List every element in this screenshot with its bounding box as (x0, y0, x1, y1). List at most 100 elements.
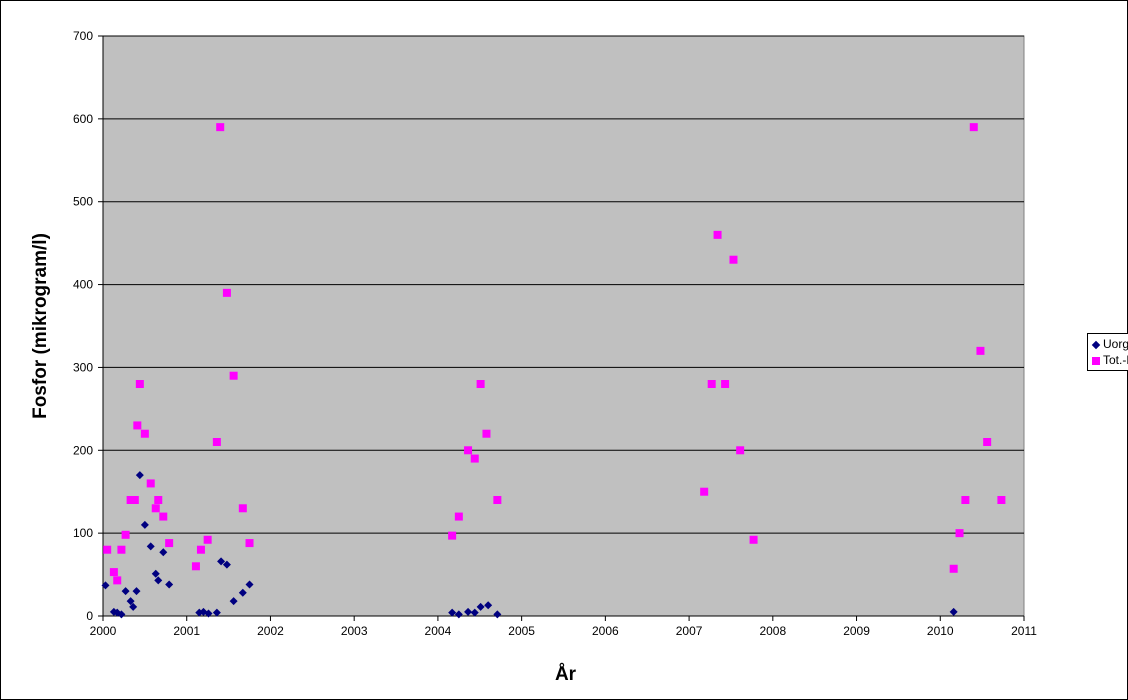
axes (102, 36, 1024, 617)
data-point-diamond (140, 520, 149, 529)
data-point-square (713, 230, 722, 239)
data-point-square (969, 123, 978, 132)
y-tick-label: 700 (73, 29, 93, 43)
x-tick-label: 2008 (759, 624, 786, 638)
data-point-square (729, 255, 738, 264)
data-point-square (117, 545, 126, 554)
data-point-square (121, 530, 130, 539)
x-tick-label: 2011 (1011, 624, 1037, 638)
y-tick-label: 0 (86, 609, 93, 623)
y-tick-label: 300 (73, 360, 93, 374)
y-tick-label: 200 (73, 443, 93, 457)
data-point-square (493, 496, 502, 504)
data-point-square (229, 371, 238, 380)
x-tick-label: 2003 (341, 624, 368, 638)
data-point-diamond (101, 581, 110, 590)
data-point-square (216, 123, 225, 132)
y-axis-title: Fosfor (mikrogram/l) (30, 233, 51, 419)
data-point-square (109, 568, 118, 577)
data-point-diamond (493, 610, 502, 619)
data-point-diamond (245, 580, 254, 589)
y-tick-label: 600 (73, 112, 93, 126)
data-point-square (103, 545, 112, 554)
data-point-diamond (448, 608, 457, 617)
data-point-diamond (217, 557, 226, 566)
x-tick-label: 2010 (927, 624, 954, 638)
data-point-square (983, 438, 992, 446)
x-axis-ticks: 2000 2001 2002 2003 2004 2005 2006 2007 2008 2009… (90, 616, 1037, 638)
data-point-diamond (129, 602, 138, 611)
data-point-square (222, 288, 231, 297)
data-point-square (133, 421, 142, 430)
data-point-diamond (117, 610, 126, 619)
data-point-square (454, 512, 463, 521)
data-point-diamond (154, 576, 163, 585)
legend-item-tot-p: Tot.-P (1092, 353, 1128, 367)
legend-label-uorg-p: Uorg. P (1103, 337, 1128, 351)
data-point-diamond (229, 597, 238, 606)
data-point-diamond (165, 580, 174, 589)
data-point-square (154, 496, 163, 504)
data-point-diamond (949, 607, 958, 616)
legend-item-uorg-p: Uorg. P (1091, 337, 1128, 351)
data-point-diamond (454, 610, 463, 619)
data-point-square (482, 429, 491, 438)
x-tick-label: 2002 (257, 624, 284, 638)
data-point-square (955, 529, 964, 538)
data-point-square (151, 504, 160, 513)
data-point-square (961, 496, 970, 504)
data-point-square (191, 562, 200, 571)
data-point-square (196, 545, 205, 554)
data-point-square (448, 531, 457, 540)
data-point-diamond (132, 587, 141, 596)
data-point-square (464, 446, 473, 455)
y-tick-label: 500 (73, 195, 93, 209)
data-point-diamond (126, 597, 135, 606)
data-point-square (140, 429, 149, 438)
y-axis-ticks: 0 100 200 300 400 500 600 700 (73, 29, 103, 623)
data-point-square (238, 504, 247, 513)
data-point-square (146, 479, 155, 488)
x-tick-label: 2004 (425, 624, 452, 638)
data-point-square (203, 535, 212, 544)
data-point-square (707, 380, 716, 388)
data-point-square (130, 496, 139, 504)
x-tick-label: 2007 (676, 624, 703, 638)
legend-label-tot-p: Tot.-P (1103, 353, 1128, 367)
data-point-square (736, 446, 745, 455)
data-point-square (749, 535, 758, 544)
data-point-diamond (212, 608, 221, 617)
data-point-diamond (135, 471, 144, 480)
data-point-diamond (464, 607, 473, 616)
data-point-diamond (476, 602, 485, 611)
data-point-square (135, 380, 144, 388)
data-point-square (997, 496, 1006, 504)
x-tick-label: 2005 (508, 624, 535, 638)
data-point-square (700, 487, 709, 496)
data-point-square (212, 438, 221, 446)
data-point-diamond (146, 542, 155, 551)
x-tick-label: 2009 (843, 624, 870, 638)
data-point-square (949, 564, 958, 573)
legend: Uorg. P Tot.-P (1087, 333, 1128, 371)
diamond-marker-icon (1091, 340, 1101, 350)
data-point-diamond (238, 588, 247, 597)
data-point-square (113, 576, 122, 585)
data-point-square (165, 539, 174, 548)
data-point-diamond (151, 569, 160, 578)
series-2 (103, 123, 1006, 585)
plot-area (102, 35, 1025, 617)
data-marks (101, 123, 1006, 619)
y-tick-label: 100 (73, 526, 93, 540)
x-tick-label: 2000 (90, 624, 117, 638)
data-point-diamond (222, 560, 231, 569)
data-point-diamond (484, 601, 493, 610)
data-point-square (721, 380, 730, 388)
x-tick-label: 2006 (592, 624, 619, 638)
data-point-diamond (159, 548, 168, 557)
data-point-square (976, 346, 985, 355)
data-point-square (476, 380, 485, 388)
x-tick-label: 2001 (173, 624, 200, 638)
data-point-diamond (204, 609, 213, 618)
data-point-square (126, 496, 135, 504)
